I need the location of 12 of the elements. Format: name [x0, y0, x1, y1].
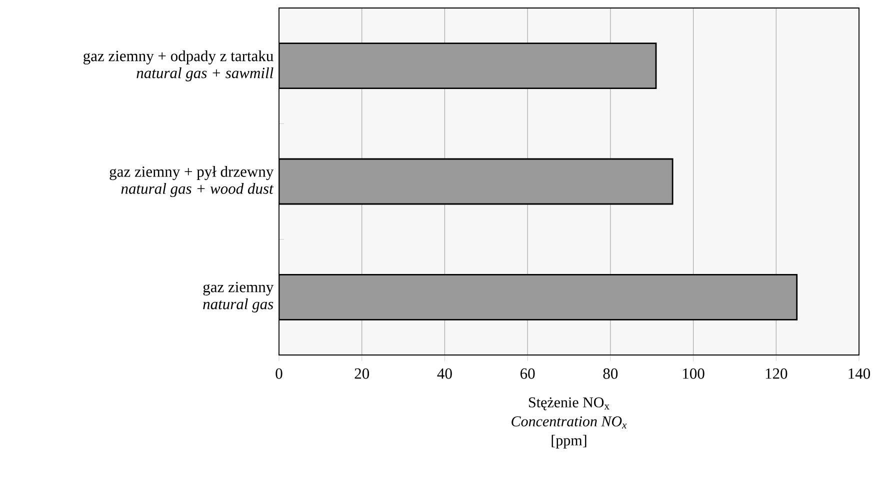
y-tick-label: gaz ziemny + odpady z tartaku natural gas + sawmill [84, 50, 274, 82]
x-tick-label: 0 [276, 368, 282, 379]
y-tick-label: gaz ziemny + pył drzewny natural gas + wood dust [110, 166, 274, 198]
text: Stężenie NO$_{x}$ Concentration NO$_{x}$ [ppm] [512, 397, 627, 448]
x-tick-label: 140 [848, 368, 870, 379]
x-tick-label: 80 [603, 368, 618, 379]
x-tick-label: 60 [520, 368, 535, 379]
y-tick-label: gaz ziemny natural gas [203, 282, 274, 312]
x-tick-label: 120 [766, 368, 788, 379]
x-tick-label: 40 [437, 368, 452, 379]
x-tick-label: 20 [354, 368, 370, 379]
x-tick-label: 100 [683, 368, 704, 379]
